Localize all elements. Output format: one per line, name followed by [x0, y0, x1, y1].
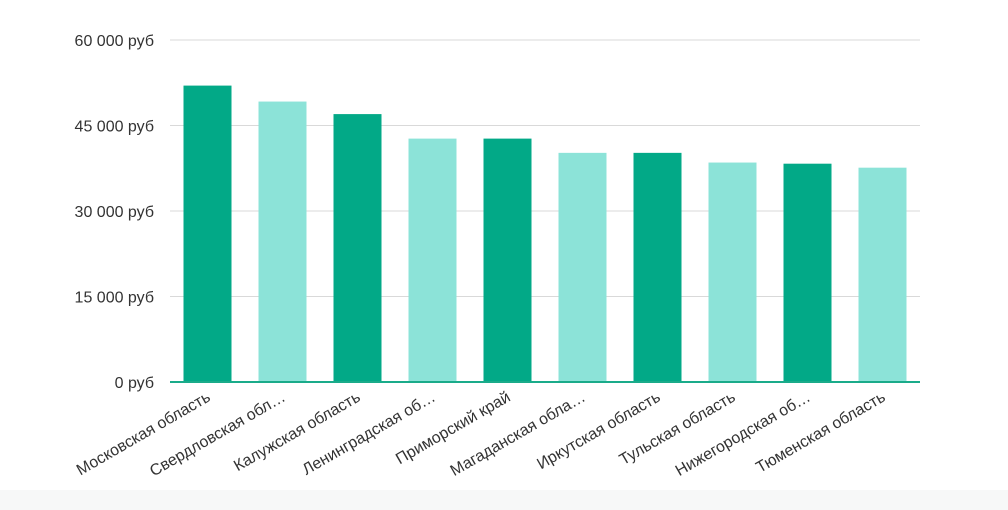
x-tick-label: Московская область: [74, 389, 214, 479]
y-tick-label: 60 000 руб: [75, 33, 154, 50]
bar: [408, 138, 457, 382]
bars: [183, 85, 907, 382]
y-tick-label: 45 000 руб: [75, 119, 154, 136]
y-tick-label: 0 руб: [115, 375, 154, 392]
bar: [783, 163, 832, 382]
bar: [258, 101, 307, 382]
x-tick-label: Тюменская область: [753, 389, 888, 477]
x-tick-label: Иркутская область: [534, 389, 663, 473]
x-tick-label: Калужская область: [231, 389, 363, 475]
bar-chart: 0 руб 15 000 руб 30 000 руб 45 000 руб 60 00…: [74, 33, 920, 480]
bar: [858, 167, 907, 382]
y-tick-label: 30 000 руб: [75, 204, 154, 221]
x-tick-label: Ленинградская об…: [300, 389, 439, 479]
x-tick-label: Магаданская обла…: [448, 389, 589, 480]
y-tick-label: 15 000 руб: [75, 290, 154, 307]
bar: [633, 152, 682, 382]
bar: [183, 85, 232, 382]
x-tick-label: Свердловская обл…: [147, 389, 288, 480]
bar: [333, 114, 382, 382]
bar: [558, 152, 607, 382]
y-axis-tick-labels: 0 руб 15 000 руб 30 000 руб 45 000 руб 60 00…: [75, 33, 154, 392]
chart-container: 0 руб 15 000 руб 30 000 руб 45 000 руб 60 00…: [73, 33, 920, 481]
bar: [483, 138, 532, 382]
footer-strip: [0, 490, 1008, 510]
bar: [708, 162, 757, 382]
x-tick-label: Нижегородская об…: [673, 389, 814, 480]
